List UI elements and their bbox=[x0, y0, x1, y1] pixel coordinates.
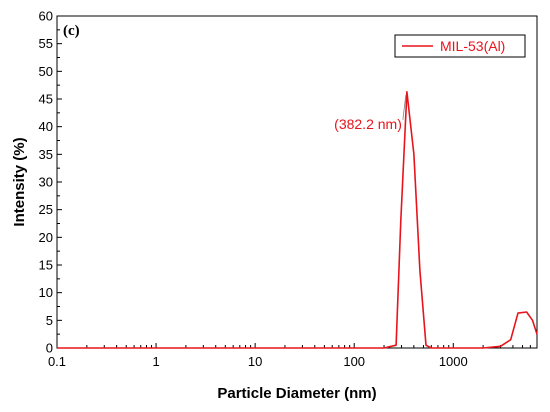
y-tick-label: 50 bbox=[39, 64, 53, 79]
x-tick-label: 1000 bbox=[439, 354, 468, 369]
x-tick-label: 1 bbox=[152, 354, 159, 369]
x-tick-label: 0.1 bbox=[48, 354, 66, 369]
y-axis-title: Intensity (%) bbox=[11, 137, 28, 226]
panel-label: (c) bbox=[63, 23, 80, 39]
annotation-leader-line bbox=[402, 94, 407, 120]
plot-area bbox=[56, 15, 538, 349]
peak-annotation: (382.2 nm) bbox=[334, 94, 407, 132]
plot-frame bbox=[56, 15, 538, 349]
y-tick-label: 25 bbox=[39, 202, 53, 217]
legend-label-mil-53-al: MIL-53(Al) bbox=[440, 38, 505, 54]
x-axis-title: Particle Diameter (nm) bbox=[217, 385, 376, 402]
y-tick-label: 55 bbox=[39, 36, 53, 51]
x-tick-label: 100 bbox=[343, 354, 365, 369]
legend: MIL-53(Al) bbox=[394, 34, 526, 58]
y-tick-label: 5 bbox=[46, 313, 53, 328]
peak-annotation-label: (382.2 nm) bbox=[334, 116, 402, 132]
legend-box bbox=[394, 34, 526, 58]
y-tick-label: 35 bbox=[39, 147, 53, 162]
series-line-mil-53-al bbox=[57, 91, 538, 349]
y-tick-label: 10 bbox=[39, 285, 53, 300]
series-layer bbox=[57, 91, 538, 349]
x-tick-label: 10 bbox=[248, 354, 262, 369]
y-tick-label: 15 bbox=[39, 258, 53, 273]
axis-ticks: 0 5 10 15 20 25 30 35 40 45 50 55 60 0.1 1 10 100 1000 bbox=[39, 9, 538, 369]
y-tick-label: 60 bbox=[39, 9, 53, 24]
y-tick-label: 45 bbox=[39, 92, 53, 107]
y-tick-label: 40 bbox=[39, 119, 53, 134]
y-tick-label: 20 bbox=[39, 230, 53, 245]
y-tick-label: 30 bbox=[39, 175, 53, 190]
y-tick-label: 0 bbox=[46, 341, 53, 356]
